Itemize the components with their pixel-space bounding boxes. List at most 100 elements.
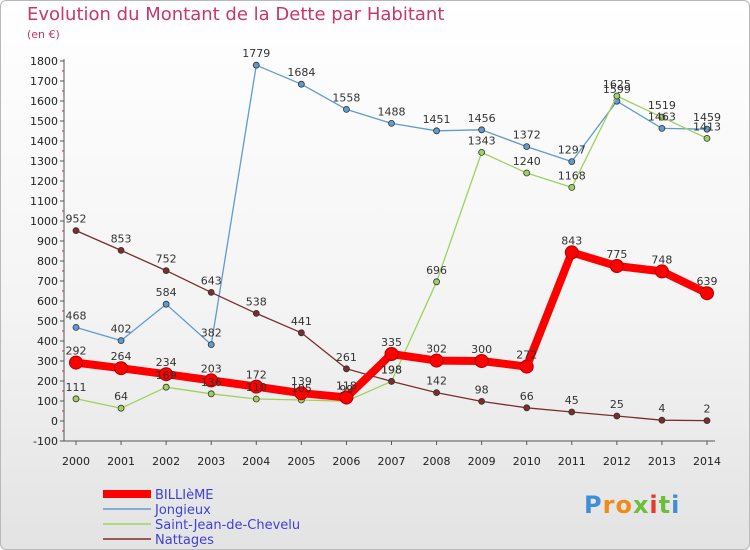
- data-label-0: 292: [66, 345, 87, 358]
- data-label-0: 234: [156, 356, 177, 369]
- data-label-2: 136: [201, 376, 222, 389]
- data-point-0: [69, 355, 83, 370]
- data-point-3: [252, 309, 260, 317]
- data-label-1: 1488: [378, 105, 406, 118]
- x-tick-label: 2001: [107, 455, 135, 468]
- data-label-2: 696: [426, 264, 447, 277]
- data-label-1: 1599: [603, 83, 631, 96]
- legend-label-0: BILLIèME: [155, 488, 214, 503]
- data-label-1: 402: [111, 323, 132, 336]
- x-tick-label: 2009: [468, 455, 496, 468]
- y-tick-label: 200: [37, 375, 58, 388]
- data-label-2: 198: [381, 363, 402, 376]
- data-point-0: [159, 367, 174, 382]
- data-label-0: 300: [471, 343, 492, 356]
- data-point-0: [114, 361, 129, 376]
- data-point-3: [343, 365, 350, 373]
- data-point-3: [162, 267, 170, 275]
- x-tick-label: 2014: [693, 455, 721, 468]
- logo-letter: P: [584, 491, 603, 519]
- data-label-1: 1684: [287, 66, 315, 79]
- data-point-2: [117, 404, 125, 412]
- y-tick-label: 1000: [30, 215, 58, 228]
- data-label-3: 45: [565, 394, 579, 407]
- data-point-0: [700, 286, 714, 301]
- y-tick-label: 100: [37, 395, 58, 408]
- data-label-3: 2: [704, 403, 711, 416]
- data-label-1: 1463: [648, 110, 676, 123]
- chart-title: Evolution du Montant de la Dette par Hab…: [27, 4, 445, 25]
- data-point-1: [388, 120, 395, 127]
- chart-subtitle: (en €): [27, 28, 60, 41]
- data-label-0: 118: [336, 379, 357, 392]
- data-point-3: [703, 417, 711, 425]
- data-label-1: 1451: [423, 113, 451, 126]
- data-label-2: 1519: [648, 99, 676, 112]
- data-point-2: [207, 390, 215, 398]
- data-label-0: 172: [246, 369, 267, 382]
- x-tick-label: 2002: [152, 455, 180, 468]
- data-label-0: 264: [111, 350, 132, 363]
- y-tick-label: 900: [37, 235, 58, 248]
- data-label-3: 142: [426, 375, 447, 388]
- data-point-2: [478, 148, 486, 156]
- data-label-3: 952: [66, 213, 87, 226]
- data-label-0: 843: [561, 234, 582, 247]
- y-tick-label: 300: [37, 355, 58, 368]
- data-point-1: [343, 106, 350, 113]
- x-tick-label: 2013: [648, 455, 676, 468]
- data-label-0: 775: [606, 248, 627, 261]
- data-label-1: 382: [201, 327, 222, 340]
- data-label-2: 1343: [468, 134, 496, 147]
- data-point-3: [658, 416, 666, 424]
- data-label-3: 538: [246, 295, 267, 308]
- logo-letter: i: [671, 491, 681, 519]
- data-label-1: 1456: [468, 112, 496, 125]
- data-point-3: [388, 377, 395, 385]
- data-label-3: 643: [201, 274, 222, 287]
- data-point-2: [568, 183, 576, 191]
- data-point-0: [339, 390, 354, 405]
- logo-letter: x: [632, 491, 650, 519]
- data-point-1: [433, 127, 440, 135]
- data-label-3: 441: [291, 315, 312, 328]
- data-point-1: [207, 341, 215, 349]
- y-tick-label: -100: [33, 435, 58, 448]
- data-label-3: 853: [111, 232, 132, 245]
- y-tick-label: 1700: [30, 75, 58, 88]
- data-label-2: 1413: [693, 120, 721, 133]
- data-point-2: [658, 113, 666, 121]
- data-label-2: 169: [156, 369, 177, 382]
- x-tick-label: 2004: [242, 455, 270, 468]
- data-point-3: [117, 246, 125, 254]
- data-label-3: 66: [520, 390, 534, 403]
- data-label-0: 203: [201, 362, 222, 375]
- data-point-1: [252, 61, 260, 69]
- data-point-1: [523, 143, 531, 151]
- logo-letter: i: [649, 491, 659, 519]
- y-tick-label: 400: [37, 335, 58, 348]
- data-point-1: [72, 323, 80, 331]
- y-tick-label: 1300: [30, 155, 58, 168]
- legend-label-3: Nattages: [155, 533, 214, 548]
- x-tick-label: 2003: [197, 455, 225, 468]
- data-label-2: 99: [339, 383, 353, 396]
- data-point-1: [703, 125, 711, 133]
- x-tick-label: 2008: [423, 455, 451, 468]
- data-label-2: 111: [66, 381, 87, 394]
- data-label-2: 1168: [558, 169, 586, 182]
- data-label-2: 1240: [513, 155, 541, 168]
- data-label-1: 1558: [332, 91, 360, 104]
- data-label-3: 98: [475, 383, 489, 396]
- data-label-1: 1779: [242, 47, 270, 60]
- data-label-1: 468: [66, 309, 87, 322]
- data-point-0: [294, 386, 309, 401]
- data-point-1: [568, 158, 576, 166]
- data-point-3: [72, 227, 80, 235]
- data-point-0: [384, 347, 399, 361]
- data-point-1: [117, 337, 125, 345]
- data-point-2: [72, 395, 80, 403]
- data-point-3: [207, 288, 215, 296]
- data-label-1: 1372: [513, 129, 541, 142]
- y-tick-label: 1100: [30, 195, 58, 208]
